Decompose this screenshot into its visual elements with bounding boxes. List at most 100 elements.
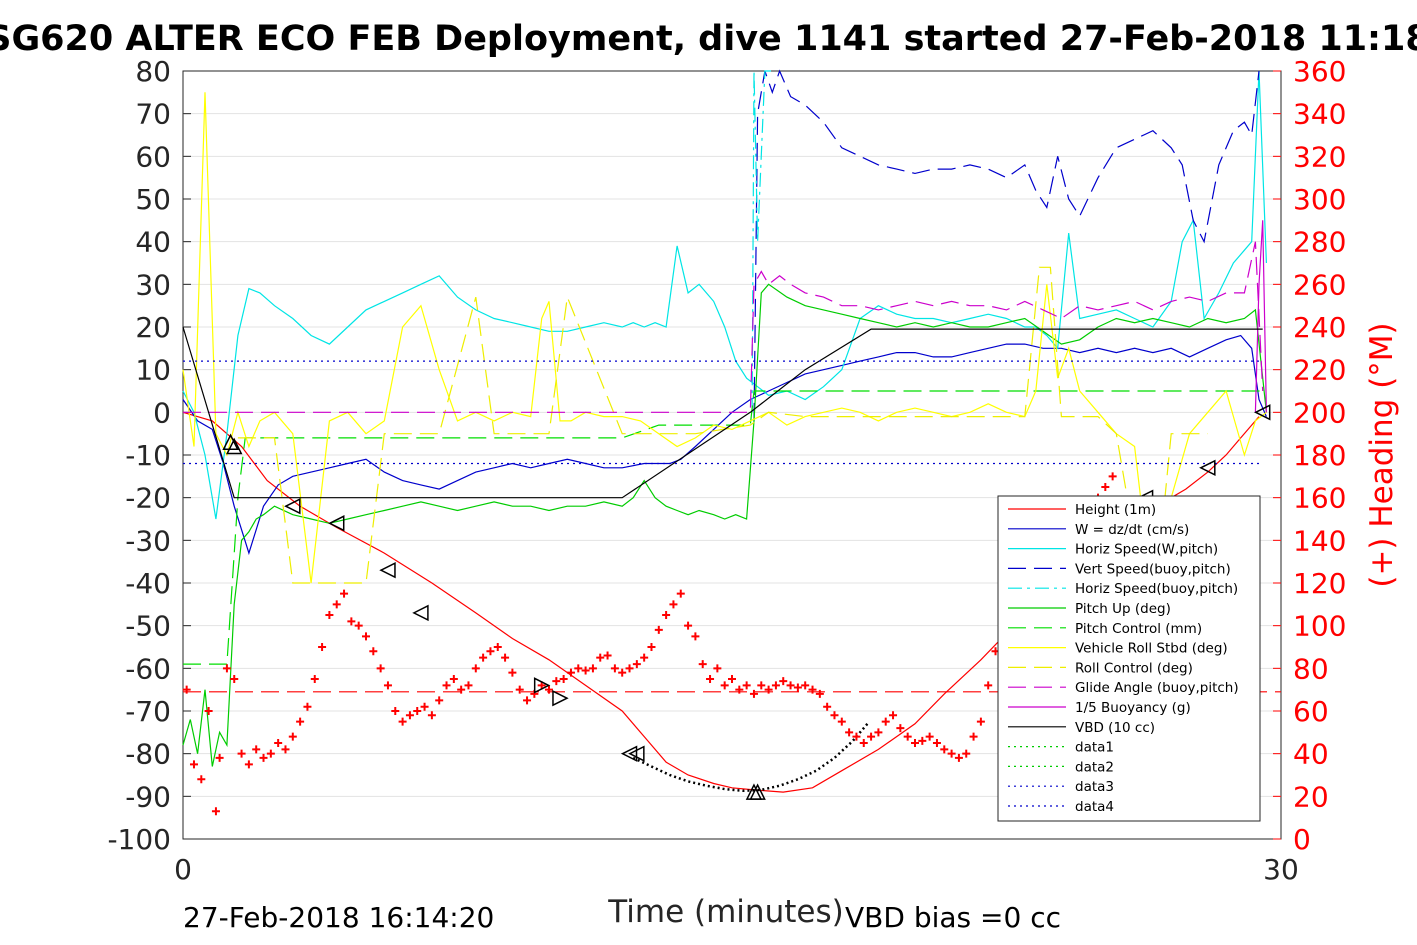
heading-point [215, 753, 224, 762]
legend-label-glide: Glide Angle (buoy,pitch) [1075, 680, 1239, 696]
heading-point [259, 753, 268, 762]
turn-marker [749, 783, 766, 800]
heading-point [932, 739, 941, 747]
heading-point [189, 760, 198, 769]
heading-point [625, 664, 634, 673]
legend-label-height: Height (1m) [1075, 502, 1156, 518]
y-axis-right: 3603403203002802602402202001801601401201… [1273, 55, 1346, 856]
legend-label-w: W = dz/dt (cm/s) [1075, 522, 1189, 538]
heading-point [252, 745, 261, 754]
heading-point [742, 681, 751, 690]
y-tick-label: -30 [125, 524, 171, 557]
legend-label-data3: data3 [1075, 779, 1114, 795]
heading-point [182, 685, 191, 694]
heading-point [464, 681, 473, 690]
legend-label-pitch: Pitch Up (deg) [1075, 601, 1171, 617]
heading-point [867, 732, 876, 741]
heading-point [435, 696, 444, 705]
heading-point [332, 600, 341, 609]
legend-label-buoy: 1/5 Buoyancy (g) [1075, 700, 1191, 716]
heading-point [647, 643, 656, 651]
x-axis: 0 30 [174, 853, 1299, 886]
turn-marker [222, 433, 239, 450]
series-line-pitch [182, 283, 1267, 767]
heading-point [303, 702, 312, 711]
turn-marker [628, 745, 645, 762]
turn-marker [1199, 459, 1216, 477]
y-right-tick-label: 100 [1293, 610, 1346, 643]
heading-point [684, 621, 693, 630]
y-right-tick-label: 240 [1293, 311, 1346, 344]
y-tick-label: -60 [125, 652, 171, 685]
heading-point [925, 732, 934, 741]
heading-point [918, 736, 927, 745]
heading-point [222, 664, 231, 673]
heading-point [757, 681, 766, 690]
y-tick-label: -50 [125, 610, 171, 643]
turn-marker [1254, 404, 1271, 421]
heading-point [632, 660, 641, 669]
heading-point [662, 611, 671, 619]
y-tick-label: 0 [153, 396, 171, 429]
legend-box [997, 495, 1261, 822]
heading-point [325, 611, 334, 619]
y-tick-label: 40 [135, 226, 171, 259]
heading-point [618, 668, 627, 677]
y-tick-label: 20 [135, 311, 171, 344]
heading-point [369, 647, 378, 656]
legend-label-horiz_buoy: Horiz Speed(buoy,pitch) [1075, 581, 1238, 597]
heading-point [310, 675, 319, 683]
heading-point [420, 702, 429, 711]
heading-point [281, 745, 290, 754]
heading-point [801, 681, 810, 690]
heading-point [559, 675, 568, 683]
y-right-tick-label: 80 [1293, 652, 1329, 685]
turn-marker [328, 515, 345, 532]
heading-point [837, 717, 846, 726]
heading-point [383, 681, 392, 690]
heading-point [640, 653, 649, 662]
y-tick-label: -40 [125, 567, 171, 600]
x-tick-label: 30 [1263, 853, 1299, 886]
heading-point [347, 617, 356, 626]
heading-point [720, 681, 729, 690]
legend-label-data4: data4 [1075, 799, 1114, 815]
heading-point [545, 685, 553, 694]
heading-point [706, 675, 715, 683]
heading-point [552, 677, 561, 686]
turn-marker [226, 437, 243, 455]
heading-point [728, 675, 736, 683]
heading-point [984, 681, 993, 690]
y-tick-label: -80 [125, 738, 171, 771]
legend-label-roll_ctl: Roll Control (deg) [1075, 660, 1193, 676]
y-right-tick-label: 260 [1293, 268, 1346, 301]
heading-point [896, 724, 905, 733]
y-axis-right-label: (+) Heading (°M) [1364, 322, 1400, 587]
y-tick-label: -70 [125, 695, 171, 728]
x-axis-label: Time (minutes) [607, 894, 843, 930]
y-right-tick-label: 60 [1293, 695, 1329, 728]
legend-label-pitch_ctl: Pitch Control (mm) [1075, 621, 1202, 637]
heading-point [808, 685, 817, 694]
y-right-tick-label: 220 [1293, 354, 1346, 387]
y-tick-label: 80 [135, 55, 171, 88]
y-right-tick-label: 120 [1293, 567, 1346, 600]
legend: Height (1m) W = dz/dt (cm/s) Horiz Speed(W… [997, 495, 1261, 822]
heading-point [479, 653, 488, 662]
series-line-horiz_buoy [751, 70, 776, 413]
legend-label-horiz: Horiz Speed(W,pitch) [1075, 542, 1218, 558]
heading-point [881, 717, 890, 726]
y-right-tick-label: 140 [1293, 524, 1346, 557]
heading-point [940, 745, 949, 754]
heading-point [859, 739, 868, 747]
heading-point [211, 807, 220, 816]
y-tick-label: -100 [107, 823, 171, 856]
heading-point [523, 696, 532, 705]
heading-point [244, 760, 253, 769]
heading-point [405, 711, 414, 720]
y-right-tick-label: 20 [1293, 780, 1329, 813]
y-tick-label: 30 [135, 268, 171, 301]
y-right-tick-label: 320 [1293, 140, 1346, 173]
heading-point [486, 647, 495, 656]
